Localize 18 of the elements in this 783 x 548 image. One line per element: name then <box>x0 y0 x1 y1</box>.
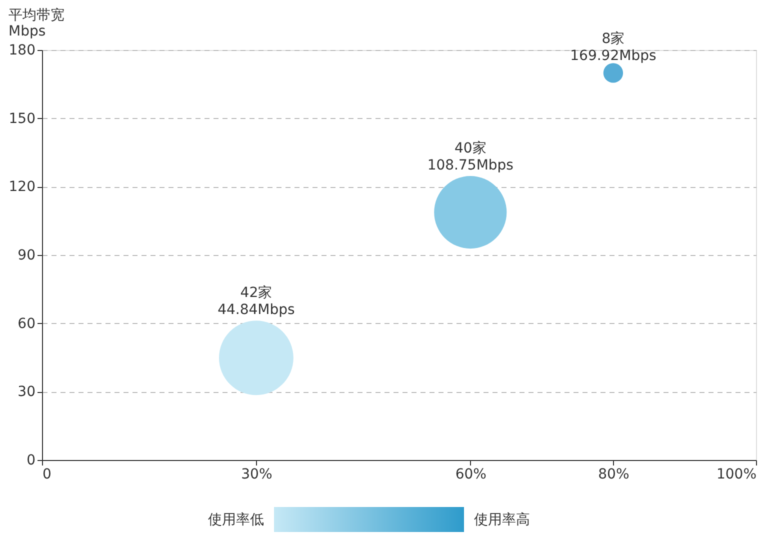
x-tick-label: 80% <box>598 466 630 482</box>
text: 使用率高 <box>474 512 530 528</box>
y-tick-label: 90 <box>18 248 36 264</box>
y-tick-label: 30 <box>18 384 36 400</box>
x-tick-label: 0 <box>42 466 52 482</box>
data-label: 40家 108.75Mbps <box>427 140 514 174</box>
y-tick-label: 120 <box>8 179 36 196</box>
y-axis-title: 平均带宽 Mbps <box>8 8 64 40</box>
y-tick-label: 180 <box>8 42 36 58</box>
y-tick-label: 60 <box>18 316 36 332</box>
y-tick-label: 150 <box>8 110 36 127</box>
x-tick-label: 30% <box>241 466 272 482</box>
data-label: 8家 169.92Mbps <box>570 30 656 64</box>
x-tick-label: 100% <box>716 466 756 482</box>
text: 使用率低 <box>208 512 264 528</box>
data-label: 42家 44.84Mbps <box>218 284 295 318</box>
y-tick-label: 0 <box>26 452 36 468</box>
x-tick-label: 60% <box>455 466 486 482</box>
